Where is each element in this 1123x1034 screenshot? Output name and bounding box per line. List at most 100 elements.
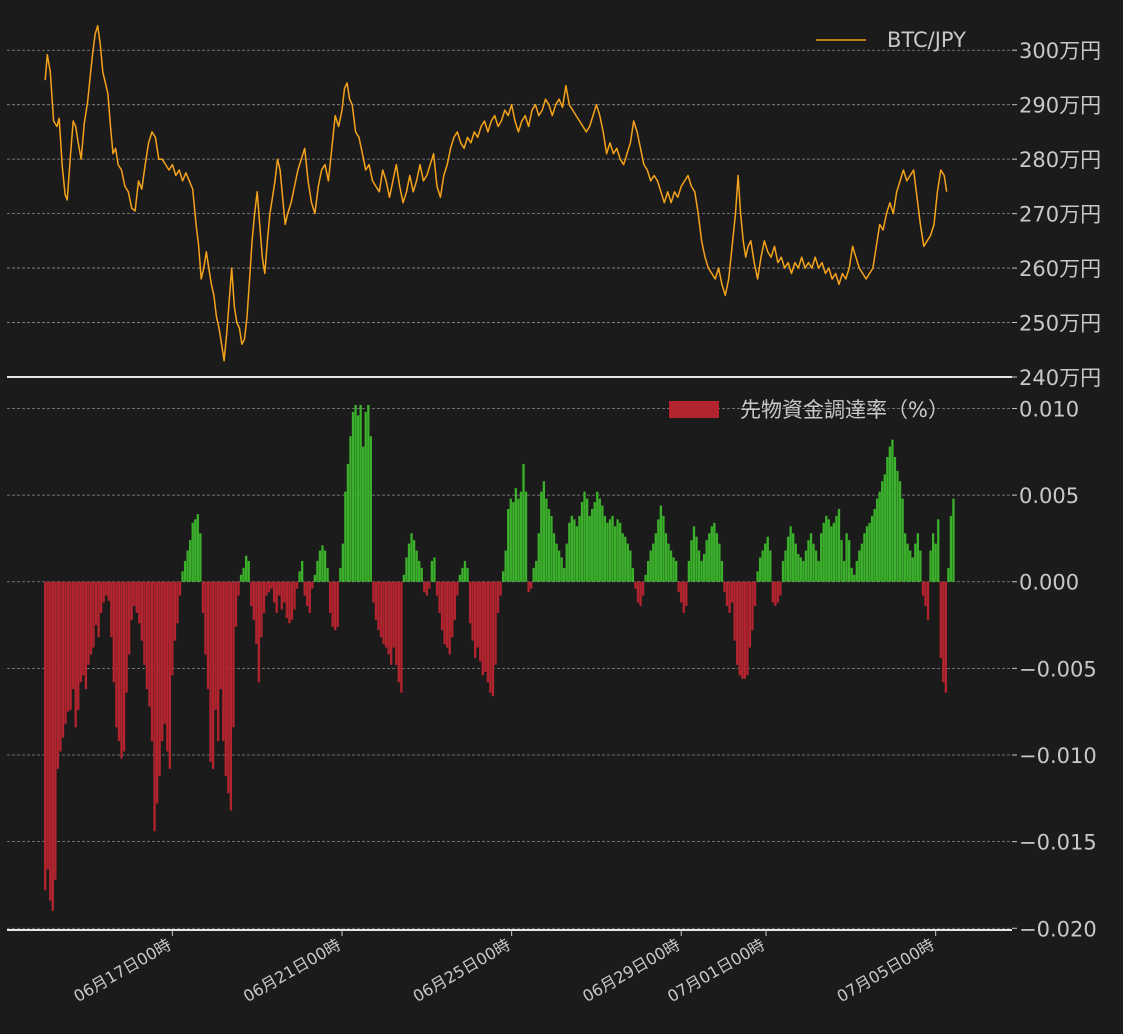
price-tick-label: 250万円 xyxy=(1019,312,1101,336)
funding-bar-negative xyxy=(743,581,747,679)
funding-bar-positive xyxy=(433,557,436,582)
funding-bar-positive xyxy=(949,515,953,582)
funding-bar-negative xyxy=(440,581,444,631)
funding-bar-negative xyxy=(723,581,726,593)
funding-bar-negative xyxy=(178,581,182,596)
funding-bar-negative xyxy=(456,581,459,596)
funding-panel: −0.020−0.015−0.010−0.0050.0000.0050.010 … xyxy=(7,397,1097,941)
price-tick-label: 240万円 xyxy=(1019,366,1101,390)
funding-bar-positive xyxy=(593,502,596,582)
funding-bar-negative xyxy=(97,581,100,638)
funding-bar-negative xyxy=(168,581,171,769)
funding-bar-positive xyxy=(886,456,889,582)
funding-bar-positive xyxy=(557,550,561,582)
funding-bar-positive xyxy=(647,560,650,582)
funding-bar-positive xyxy=(761,550,764,582)
funding-bar-negative xyxy=(158,581,161,776)
funding-bar-positive xyxy=(568,522,571,582)
funding-bar-positive xyxy=(540,491,543,582)
funding-bar-negative xyxy=(176,581,179,624)
funding-bar-positive xyxy=(407,543,411,582)
funding-bar-positive xyxy=(591,508,594,582)
funding-bar-negative xyxy=(435,581,439,596)
funding-bar-positive xyxy=(517,498,520,582)
funding-bar-negative xyxy=(209,581,212,762)
funding-bar-positive xyxy=(662,515,665,582)
funding-bar-negative xyxy=(69,581,72,710)
funding-bar-positive xyxy=(191,522,194,582)
funding-bar-positive xyxy=(341,543,345,582)
funding-bar-positive xyxy=(952,498,955,582)
funding-bar-positive xyxy=(570,515,573,582)
funding-bar-positive xyxy=(832,522,836,582)
funding-bar-positive xyxy=(840,540,843,582)
funding-bar-positive xyxy=(245,555,248,582)
funding-bar-positive xyxy=(575,526,579,582)
funding-bar-negative xyxy=(155,581,159,804)
funding-bar-negative xyxy=(733,581,736,641)
funding-bar-negative xyxy=(171,581,174,676)
funding-bar-positive xyxy=(603,515,607,582)
funding-bar-negative xyxy=(201,581,205,613)
funding-bar-negative xyxy=(423,581,426,593)
funding-bar-positive xyxy=(893,456,897,582)
funding-bar-negative xyxy=(677,581,680,593)
funding-bar-positive xyxy=(346,463,350,582)
funding-bar-positive xyxy=(613,526,617,582)
funding-bar-negative xyxy=(283,581,286,603)
funding-bar-negative xyxy=(44,581,47,891)
funding-bar-positive xyxy=(817,560,820,582)
funding-bar-negative xyxy=(46,581,49,870)
funding-bar-positive xyxy=(845,533,848,582)
funding-bar-negative xyxy=(61,581,65,738)
funding-legend: 先物資金調達率（%） xyxy=(669,398,949,422)
funding-bar-negative xyxy=(140,581,144,641)
funding-bar-positive xyxy=(321,545,324,582)
funding-bar-negative xyxy=(387,581,390,655)
funding-bar-positive xyxy=(891,439,894,582)
funding-bar-positive xyxy=(802,560,805,582)
funding-bar-positive xyxy=(786,536,790,582)
funding-tick-label: −0.010 xyxy=(1019,744,1097,768)
funding-bar-positive xyxy=(710,526,713,582)
funding-bar-negative xyxy=(295,581,299,589)
funding-bar-positive xyxy=(535,560,538,582)
funding-bar-negative xyxy=(252,581,255,620)
funding-bar-negative xyxy=(476,581,479,648)
funding-bar-negative xyxy=(92,581,95,648)
funding-bar-negative xyxy=(738,581,741,676)
funding-bar-negative xyxy=(107,581,110,601)
funding-bar-positive xyxy=(690,540,693,582)
funding-bar-negative xyxy=(222,581,225,742)
price-legend: BTC/JPY xyxy=(816,28,966,52)
funding-bar-negative xyxy=(382,581,385,645)
funding-bar-positive xyxy=(247,560,250,582)
funding-bar-positive xyxy=(318,550,322,582)
funding-bar-positive xyxy=(509,498,512,582)
funding-bar-negative xyxy=(211,581,215,769)
funding-bar-negative xyxy=(112,581,116,683)
funding-bar-positive xyxy=(825,515,828,582)
funding-bar-negative xyxy=(94,581,98,626)
funding-bar-positive xyxy=(629,550,632,582)
funding-bar-negative xyxy=(148,581,151,707)
funding-bar-negative xyxy=(127,581,131,655)
funding-bar-positive xyxy=(560,557,563,582)
funding-bar-positive xyxy=(463,560,467,582)
funding-bar-positive xyxy=(580,502,584,582)
funding-bar-negative xyxy=(336,581,339,627)
funding-bar-positive xyxy=(550,515,553,582)
funding-bar-positive xyxy=(756,571,759,582)
btc-jpy-price-line xyxy=(44,24,948,362)
price-y-axis: 240万円 250万円 260万円 270万円 280万円 290万円 300万円 xyxy=(1012,39,1101,390)
funding-bar-positive xyxy=(420,567,423,582)
funding-bar-positive xyxy=(466,567,469,582)
funding-bar-negative xyxy=(74,581,77,728)
funding-bar-negative xyxy=(138,581,141,624)
funding-bar-negative xyxy=(77,581,80,710)
funding-bar-negative xyxy=(384,581,388,648)
funding-bar-positive xyxy=(596,491,599,582)
funding-bar-positive xyxy=(298,571,301,582)
funding-bar-positive xyxy=(858,550,861,582)
funding-legend-swatch xyxy=(669,401,719,418)
